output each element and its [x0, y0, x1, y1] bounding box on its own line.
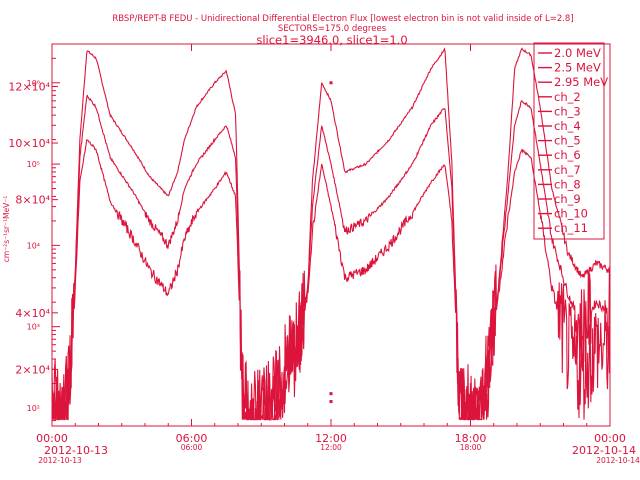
y-linear-tick-label: 2×10⁴	[15, 363, 50, 376]
y-log-tick-label: 10³	[27, 323, 40, 332]
y-linear-tick-label: 12×10⁴	[8, 80, 50, 93]
series-layer	[51, 47, 611, 422]
chart-title-line-2: SECTORS=175.0 degrees	[278, 24, 387, 34]
x-tick-label: 00:00	[36, 432, 68, 445]
data-point	[329, 400, 333, 404]
x-tick-label: 18:00	[455, 432, 487, 445]
x-tick-sublabel: 12:00	[320, 443, 342, 452]
legend-entry: ch_6	[554, 148, 581, 162]
y-log-tick-label: 10⁶	[27, 79, 40, 88]
legend-entry: ch_10	[554, 207, 588, 221]
chart-subtitle: slice1=3946.0, slice1=1.0	[256, 33, 407, 47]
x-tick-sublabel: 18:00	[460, 443, 482, 452]
data-point	[329, 81, 333, 85]
y-log-tick-label: 10⁴	[27, 241, 40, 250]
x-tick-label: 06:00	[176, 432, 208, 445]
legend-entry: ch_3	[554, 104, 581, 118]
legend-entry: ch_4	[554, 119, 581, 133]
y-linear-tick-label: 8×10⁴	[15, 194, 50, 207]
y-linear-tick-label: 4×10⁴	[15, 307, 50, 320]
series-line-0	[51, 47, 611, 421]
legend-entry: ch_5	[554, 134, 581, 148]
x-tick-label: 00:00	[594, 432, 626, 445]
x-tick-sublabel: 06:00	[181, 443, 203, 452]
chart-title-line-1: RBSP/REPT-B FEDU - Unidirectional Differ…	[112, 14, 573, 24]
legend-entry: ch_2	[554, 90, 581, 104]
axis-layer: 00:00 06:00 12:00 18:00 00:00 06:00 12:00 18:00…	[8, 43, 640, 465]
date-label-end: 2012-10-14	[572, 444, 636, 457]
date-label-start: 2012-10-13	[44, 444, 108, 457]
legend-entry: ch_9	[554, 192, 581, 206]
y-log-tick-label: 10⁵	[27, 160, 40, 169]
series-line-2	[51, 138, 611, 421]
legend-entry: ch_11	[554, 221, 588, 235]
legend-entry: ch_7	[554, 163, 581, 177]
data-point	[329, 392, 333, 396]
x-tick-label: 12:00	[315, 432, 347, 445]
date-ghost-start: 2012-10-13	[38, 456, 82, 465]
legend-entry: 2.0 MeV	[554, 46, 601, 60]
legend-entry: 2.5 MeV	[554, 61, 601, 75]
legend-entry: ch_8	[554, 177, 581, 191]
y-linear-tick-label: 10×10⁴	[8, 137, 50, 150]
date-ghost-end: 2012-10-14	[596, 456, 640, 465]
y-axis-label: cm⁻²s⁻¹sr⁻¹MeV⁻¹	[2, 196, 11, 262]
legend-entry: 2.95 MeV	[554, 75, 608, 89]
legend-frame	[533, 42, 605, 240]
y-log-tick-label: 10²	[27, 404, 40, 413]
series-line-1	[51, 94, 611, 422]
